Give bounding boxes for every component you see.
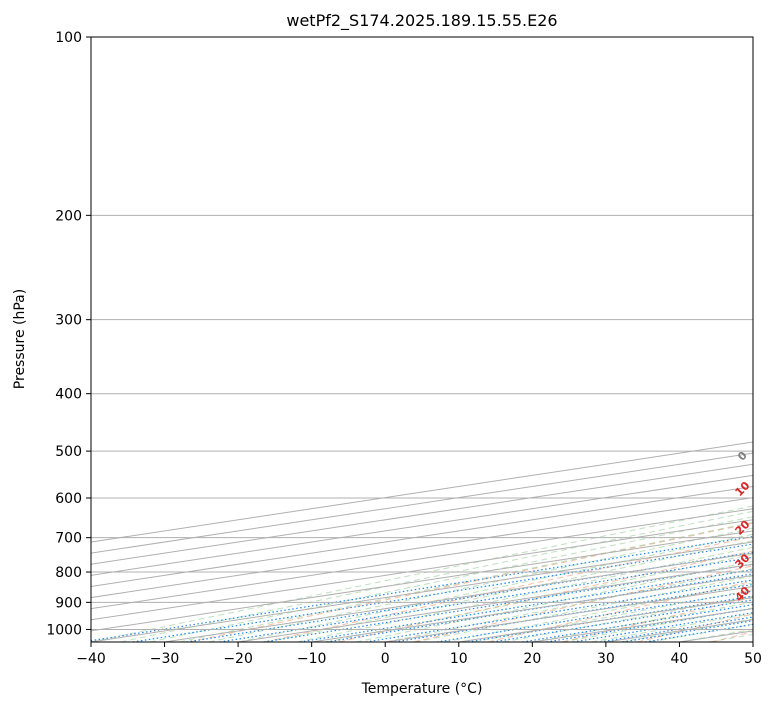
moist-adiabat (502, 595, 753, 642)
isobars (91, 37, 753, 630)
isotherm (91, 463, 753, 565)
y-tick-label: 300 (55, 313, 82, 329)
mixing-ratio-line (600, 616, 753, 642)
y-tick-label: 100 (55, 30, 82, 46)
dry-adiabat (189, 522, 753, 642)
mixing-ratio-line (219, 556, 753, 642)
mixing-ratio-line (91, 535, 753, 642)
isotherm (91, 519, 753, 621)
y-tick-label: 800 (55, 565, 82, 581)
x-tick-label: 30 (597, 651, 615, 667)
y-tick-label: 400 (55, 387, 82, 403)
moist-adiabat (326, 553, 753, 642)
moist-adiabat (238, 533, 753, 642)
x-tick-label: 0 (381, 651, 390, 667)
x-tick-label: 20 (523, 651, 541, 667)
isotherm (752, 641, 753, 642)
y-axis-label: Pressure (hPa) (12, 289, 28, 389)
moist-adiabat (120, 510, 753, 642)
moist-adiabat (149, 516, 753, 642)
y-tick-label: 900 (55, 595, 82, 611)
dry-adiabats (189, 522, 753, 642)
chart-title: wetPf2_S174.2025.189.15.55.E26 (286, 11, 557, 31)
background-lines (91, 37, 753, 642)
y-tick-label: 500 (55, 444, 82, 460)
y-tick-label: 600 (55, 491, 82, 507)
dry-adiabat (413, 565, 753, 642)
mixing-ratio-line (186, 551, 753, 642)
plot-background (91, 37, 753, 642)
plot-frame (90, 36, 754, 643)
isotherm (91, 474, 753, 576)
x-tick-label: 50 (744, 651, 762, 667)
isotherm (91, 452, 753, 554)
y-axis: 100 200 300 400 500 600 700 800 900 1000 (46, 30, 91, 638)
dry-adiabat (338, 550, 753, 642)
mixing-ratio-line (263, 563, 753, 642)
dry-adiabat (562, 596, 753, 642)
isotherm (91, 497, 753, 599)
moist-adiabat (208, 527, 753, 642)
x-axis: −40 −30 −20 −10 0 10 20 30 40 50 (76, 642, 762, 667)
mixing-ratio-line (573, 612, 753, 642)
isotherm (91, 530, 753, 632)
mixing-ratio-line (299, 569, 753, 642)
x-tick-label: −30 (150, 651, 180, 667)
x-axis-label: Temperature (°C) (361, 681, 483, 697)
y-tick-label: 200 (55, 208, 82, 224)
x-tick-label: 40 (671, 651, 689, 667)
x-tick-label: −10 (297, 651, 327, 667)
x-tick-label: −40 (76, 651, 106, 667)
isotherms (91, 441, 753, 642)
isotherm (91, 485, 753, 587)
moist-adiabat (179, 521, 753, 642)
isotherm (91, 441, 753, 543)
y-tick-label: 700 (55, 531, 82, 547)
x-tick-label: −20 (223, 651, 253, 667)
isotherm (91, 508, 753, 610)
x-tick-label: 10 (450, 651, 468, 667)
y-tick-label: 1000 (46, 622, 82, 638)
